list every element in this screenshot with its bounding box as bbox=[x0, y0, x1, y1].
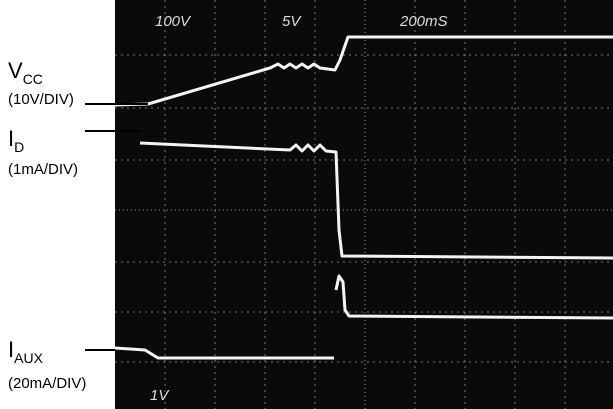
id-label: ID bbox=[8, 126, 24, 155]
screen-label: 1V bbox=[150, 387, 170, 404]
id-scale: (1mA/DIV) bbox=[8, 161, 78, 178]
iaux-scale: (20mA/DIV) bbox=[8, 375, 86, 392]
screen-label: 200mS bbox=[399, 13, 448, 30]
vcc-scale: (10V/DIV) bbox=[8, 91, 74, 108]
screen-label: 5V bbox=[282, 13, 302, 30]
iaux-label: IAUX bbox=[8, 337, 44, 366]
scope-screen bbox=[115, 0, 613, 409]
vcc-label: VCC bbox=[8, 58, 43, 87]
screen-label: 100V bbox=[155, 13, 192, 30]
figure: VCC (10V/DIV) ID (1mA/DIV) IAUX (20mA/DI… bbox=[0, 0, 613, 409]
